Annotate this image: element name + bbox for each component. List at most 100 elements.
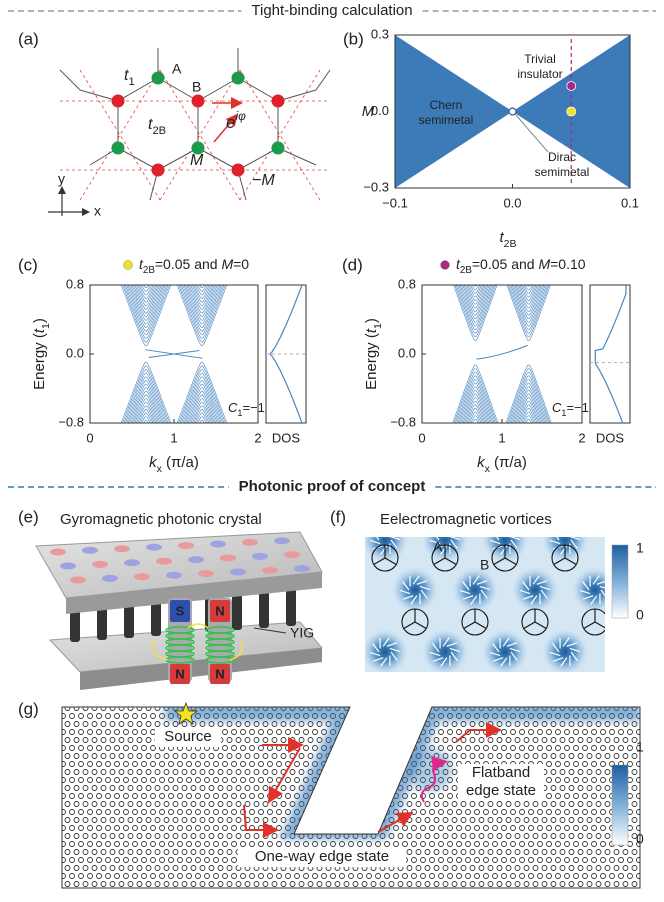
field-arrow [389, 537, 401, 541]
magnet-bottom [170, 664, 190, 684]
magnet-label: S [176, 603, 185, 618]
field-arrow [592, 575, 600, 585]
field-arrow [489, 539, 501, 545]
site-a [271, 141, 285, 155]
rod-spoke [384, 557, 397, 565]
rod-top [230, 568, 246, 576]
rod-top [50, 548, 66, 556]
field-arrow [462, 595, 474, 600]
text-part: k [477, 454, 486, 471]
nn-bond [315, 69, 331, 91]
field-arrow [476, 580, 488, 585]
rod-top [252, 552, 268, 560]
magnet-top [210, 600, 230, 622]
site-a [231, 71, 245, 85]
field-arrow [596, 580, 605, 585]
rod-top [210, 540, 226, 548]
panel-label: (f) [330, 507, 346, 526]
label-box [458, 764, 544, 800]
text-part: M [221, 256, 233, 272]
axis-head [58, 186, 66, 194]
field-arrow [549, 539, 561, 545]
field-arrow [369, 539, 381, 545]
nnn-bond [159, 69, 241, 201]
text-part: C [228, 400, 238, 415]
band [456, 375, 548, 423]
flow-arrow [268, 747, 301, 804]
phase-point [566, 81, 577, 91]
site-b [231, 163, 245, 177]
phase-point [566, 106, 577, 117]
flow-arrow [377, 812, 414, 833]
field-arrow [369, 651, 381, 657]
field-arrow [566, 642, 578, 647]
field-arrow [459, 589, 471, 595]
x-tick-label: 2 [254, 430, 261, 445]
field-arrow [402, 581, 410, 591]
field-arrow [507, 531, 517, 534]
text-part: Energy ( [363, 333, 380, 390]
x-tick-label: 0 [86, 430, 93, 445]
vortex [421, 628, 469, 672]
text-part: (π/a) [162, 454, 199, 471]
rod-spoke [583, 621, 596, 629]
nn-bond [197, 77, 239, 102]
rod-top [102, 574, 118, 582]
field-arrow [372, 643, 380, 653]
field-arrow [560, 545, 568, 555]
field-arrow [582, 581, 590, 591]
field-arrow [522, 581, 530, 591]
phase-label: eiφ [226, 109, 246, 132]
field-arrow [570, 651, 578, 661]
rod [259, 584, 269, 628]
field-arrow [416, 580, 428, 585]
site-a-label: A [433, 539, 443, 555]
nnn-bond [239, 69, 321, 201]
field-arrow [510, 539, 518, 549]
x-tick-label: 1 [498, 430, 505, 445]
field-arrow [560, 657, 568, 667]
field-arrow [449, 537, 461, 541]
text-part: =0.05 and [472, 256, 539, 272]
axis-x-label: x [94, 203, 101, 219]
flat-arrow [420, 755, 448, 803]
rod-top [60, 562, 76, 570]
band [130, 285, 218, 321]
band [129, 285, 219, 325]
flatband-label: edge state [466, 782, 536, 799]
dirac-point [508, 107, 517, 116]
field-arrow [536, 580, 548, 585]
nn-bond [237, 147, 279, 171]
nn-bond [79, 89, 119, 102]
field-arrow [567, 531, 577, 534]
panel-title: Gyromagnetic photonic crystal [60, 511, 262, 528]
text-part: =0.05 and [155, 256, 222, 272]
magnet-label: N [175, 666, 184, 681]
field-arrow [532, 575, 540, 585]
t2b-label: t2B [148, 116, 166, 137]
rod-spoke [564, 557, 577, 565]
plot-frame [89, 284, 259, 424]
rod-spoke [433, 557, 446, 565]
field-arrow [479, 585, 491, 591]
field-arrow [509, 537, 521, 541]
rod-top [198, 570, 214, 578]
text-part: t [456, 256, 461, 272]
nnn-bond [159, 69, 241, 201]
source-star [173, 701, 199, 725]
field-arrow [386, 642, 398, 647]
band [131, 285, 217, 318]
plate-bottom-side [80, 648, 322, 690]
field-arrow [570, 539, 578, 549]
x-axis-label: t2B [499, 229, 516, 250]
field-arrow [590, 595, 598, 605]
m-plus-label: M [190, 152, 204, 169]
flatband-label: Flatband [472, 764, 530, 781]
text-part: =−1 [242, 400, 264, 415]
rod-top [284, 551, 300, 559]
edge-state [476, 344, 528, 360]
text-part: t [499, 229, 504, 246]
rod-top [70, 576, 86, 584]
